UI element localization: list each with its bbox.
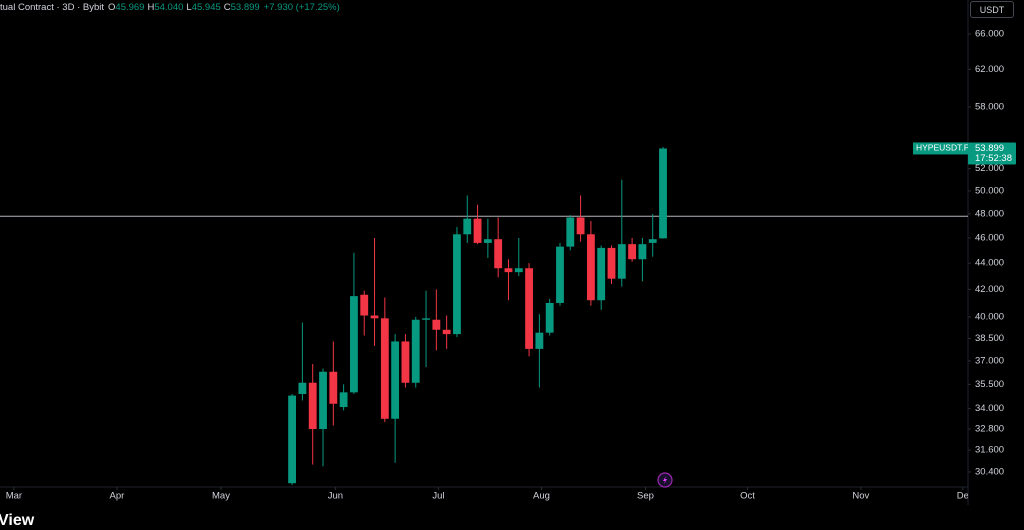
candle-body bbox=[525, 268, 533, 349]
y-tick-label: 42.000 bbox=[975, 284, 1004, 295]
candle-body bbox=[617, 244, 626, 279]
countdown: 17:52:38 bbox=[975, 153, 1012, 164]
candle-body bbox=[514, 268, 523, 273]
candle-body bbox=[545, 302, 554, 333]
candle-body bbox=[370, 315, 379, 319]
x-tick-label: Nov bbox=[852, 491, 869, 502]
change: +7.930 (+17.25%) bbox=[263, 2, 340, 13]
candle-body bbox=[288, 395, 297, 484]
ohlc: O45.969 H54.040 L45.945 C53.899 bbox=[108, 2, 260, 13]
x-tick-label: De bbox=[957, 491, 969, 502]
candle-body bbox=[329, 371, 338, 404]
y-tick-label: 46.000 bbox=[975, 232, 1004, 243]
y-tick-label: 31.600 bbox=[975, 445, 1004, 456]
y-tick-label: 37.000 bbox=[975, 355, 1004, 366]
candle-body bbox=[607, 247, 616, 279]
x-tick-label: Sep bbox=[637, 491, 654, 502]
candle-body bbox=[453, 234, 461, 335]
x-tick-label: May bbox=[212, 491, 230, 502]
y-tick-label: 48.000 bbox=[975, 208, 1004, 219]
candle-body bbox=[628, 244, 637, 260]
y-tick-label: 66.000 bbox=[975, 29, 1004, 40]
candle-body bbox=[638, 244, 647, 260]
candle-body bbox=[380, 318, 389, 419]
ohlc-item: L45.945 bbox=[186, 2, 220, 13]
x-tick-label: Jun bbox=[328, 491, 343, 502]
candle-body bbox=[535, 332, 544, 349]
ohlc-value: 45.969 bbox=[115, 2, 145, 13]
candle-body bbox=[411, 319, 420, 383]
y-tick-label: 40.000 bbox=[975, 311, 1004, 322]
ohlc-value: 53.899 bbox=[230, 2, 260, 13]
ohlc-value: 45.945 bbox=[191, 2, 221, 13]
candle-body bbox=[576, 217, 585, 235]
y-tick-label: 62.000 bbox=[975, 64, 1004, 75]
candle-body bbox=[422, 318, 430, 320]
candle-body bbox=[648, 239, 657, 243]
candle-body bbox=[473, 218, 482, 243]
ohlc-key: H bbox=[147, 2, 155, 13]
candle-body bbox=[308, 382, 317, 430]
x-tick-label: Jul bbox=[432, 491, 444, 502]
y-tick-label: 35.500 bbox=[975, 379, 1004, 390]
y-tick-label: 58.000 bbox=[975, 102, 1004, 113]
y-tick-label: 34.000 bbox=[975, 403, 1004, 414]
x-tick-label: Mar bbox=[6, 491, 22, 502]
ohlc-item: O45.969 bbox=[108, 2, 144, 13]
candle-body bbox=[566, 217, 575, 247]
candle-body bbox=[339, 392, 348, 408]
y-tick-label: 38.500 bbox=[975, 333, 1004, 344]
candle-body bbox=[483, 239, 492, 243]
symbol-info: tual Contract · 3D · Bybit bbox=[0, 2, 105, 13]
y-tick-label: 32.800 bbox=[975, 424, 1004, 435]
price-tag-bg bbox=[968, 142, 1016, 165]
candle-body bbox=[504, 268, 513, 273]
brand-logo: View bbox=[0, 512, 35, 529]
x-tick-label: Aug bbox=[533, 491, 550, 502]
candle-body bbox=[586, 234, 595, 301]
candle-body bbox=[556, 246, 564, 303]
candle-body bbox=[597, 247, 606, 301]
symbol-tag-bg bbox=[913, 142, 968, 155]
lightning-icon[interactable] bbox=[657, 472, 673, 488]
ohlc-item: C53.899 bbox=[224, 2, 260, 13]
candle-body bbox=[350, 296, 358, 393]
symbol-tag: HYPEUSDT.P bbox=[916, 143, 970, 153]
candle-body bbox=[463, 218, 472, 235]
legend-header: tual Contract · 3D · Bybit O45.969 H54.04… bbox=[0, 2, 340, 13]
x-tick-label: Oct bbox=[740, 491, 755, 502]
ohlc-item: H54.040 bbox=[147, 2, 183, 13]
candle-body bbox=[401, 341, 410, 383]
ohlc-key: L bbox=[186, 2, 192, 13]
y-tick-label: 44.000 bbox=[975, 258, 1004, 269]
candle-body bbox=[391, 341, 400, 419]
y-tick-label: 50.000 bbox=[975, 185, 1004, 196]
candle-body bbox=[659, 148, 667, 239]
ohlc-key: C bbox=[223, 2, 231, 13]
candle-body bbox=[432, 319, 441, 330]
candle-body bbox=[494, 239, 503, 269]
x-tick-label: Apr bbox=[110, 491, 125, 502]
currency-button[interactable]: USDT bbox=[970, 1, 1014, 18]
candle-body bbox=[360, 294, 369, 316]
ohlc-value: 54.040 bbox=[154, 2, 184, 13]
candle-body bbox=[442, 329, 451, 335]
y-tick-label: 30.400 bbox=[975, 466, 1004, 477]
candle-body bbox=[298, 382, 307, 394]
price-tag: 53.899 bbox=[975, 143, 1004, 154]
ohlc-key: O bbox=[108, 2, 116, 13]
candle-body bbox=[319, 371, 327, 430]
y-tick-label: 52.000 bbox=[975, 163, 1004, 174]
